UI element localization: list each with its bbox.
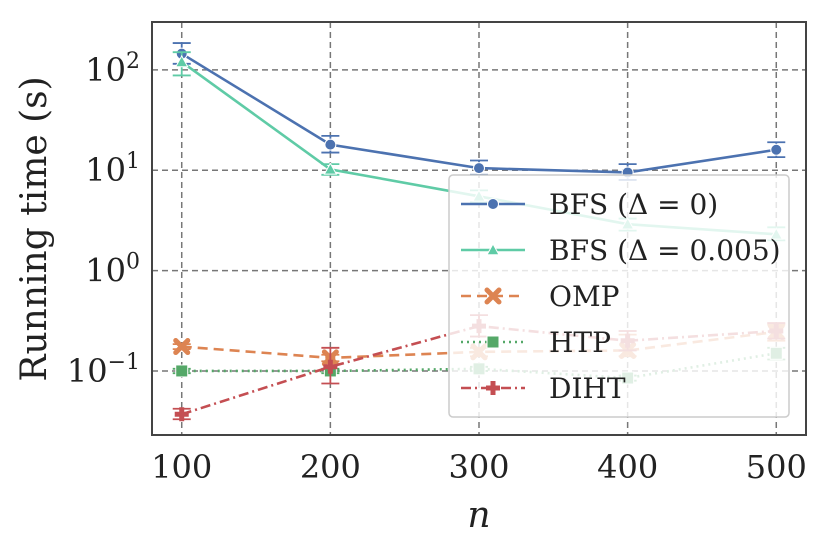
- legend: BFS (Δ = 0) BFS (Δ = 0.005) OMP HTP DIHT: [448, 174, 790, 418]
- ticks: 100 200 300 400 500 102 101 100 10−1: [67, 49, 807, 486]
- legend-marker: [487, 198, 499, 210]
- legend-box: [448, 174, 790, 418]
- data-point: [473, 162, 485, 175]
- data-point: [323, 162, 338, 175]
- y-tick-label: 101: [85, 149, 140, 189]
- legend-label: HTP: [549, 326, 611, 359]
- data-point: [174, 407, 189, 422]
- data-point: [174, 54, 189, 68]
- x-tick-label: 100: [151, 448, 212, 486]
- data-point: [173, 338, 191, 356]
- legend-label: BFS (Δ = 0.005): [549, 234, 781, 267]
- legend-marker: [486, 335, 500, 349]
- plot-frame: [151, 21, 807, 436]
- legend-label: OMP: [549, 280, 619, 313]
- legend-marker: [486, 381, 500, 395]
- legend-entry: BFS (Δ = 0.005): [461, 234, 781, 267]
- y-tick-label: 100: [85, 250, 140, 290]
- legend-entry: DIHT: [461, 372, 626, 405]
- legend-marker: [484, 287, 502, 305]
- data-point: [324, 138, 337, 151]
- x-axis-label: n: [467, 495, 490, 536]
- y-tick-label: 10−1: [67, 350, 140, 390]
- y-tick-label: 102: [85, 49, 140, 89]
- data-point: [175, 364, 189, 378]
- data-point: [323, 359, 338, 374]
- series-0: [172, 42, 786, 181]
- data-point: [770, 143, 783, 156]
- x-tick-label: 300: [448, 448, 509, 486]
- legend-entry: HTP: [461, 326, 611, 359]
- legend-marker: [486, 242, 500, 256]
- legend-label: BFS (Δ = 0): [549, 188, 718, 221]
- legend-label: DIHT: [549, 372, 626, 405]
- legend-entry: BFS (Δ = 0): [461, 188, 718, 221]
- legend-entry: OMP: [461, 280, 619, 313]
- x-tick-label: 200: [300, 448, 361, 486]
- y-axis-label: Running time (s): [14, 76, 55, 381]
- x-tick-label: 400: [597, 448, 658, 486]
- x-tick-label: 500: [746, 448, 807, 486]
